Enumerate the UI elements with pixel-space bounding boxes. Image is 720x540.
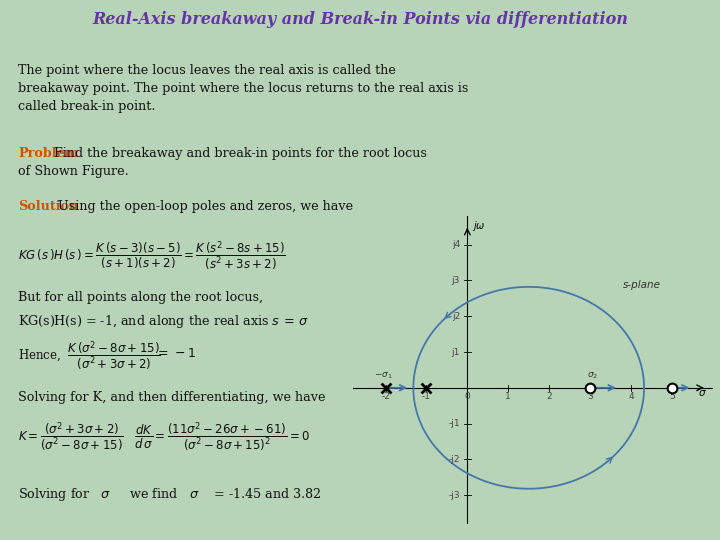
Text: j1: j1 [451,348,460,356]
Text: j2: j2 [451,312,460,321]
Text: Hence,  $\dfrac{K\,(\sigma^2-8\sigma+15)}{(\sigma^2+3\sigma+2)}$: Hence, $\dfrac{K\,(\sigma^2-8\sigma+15)}… [18,340,161,373]
Text: j4: j4 [451,240,460,249]
Text: Solving for K, and then differentiating, we have: Solving for K, and then differentiating,… [18,391,325,404]
Text: -j1: -j1 [449,419,460,428]
Text: KG(s)H(s) = -1, and along the real axis $s\,=\,\sigma$: KG(s)H(s) = -1, and along the real axis … [18,313,309,330]
Text: The point where the locus leaves the real axis is called the
breakaway point. Th: The point where the locus leaves the rea… [18,64,469,112]
Text: Find the breakaway and break-in points for the root locus
of Shown Figure.: Find the breakaway and break-in points f… [18,146,427,178]
Text: Solution: Solution [18,200,78,213]
Text: -1: -1 [422,392,431,401]
Text: $KG\,(s\,)H\,(s\,) = \dfrac{K\,(s-3)(s-5)}{(s+1)(s+2)} = \dfrac{K\,(s^2-8s+15)}{: $KG\,(s\,)H\,(s\,) = \dfrac{K\,(s-3)(s-5… [18,239,286,273]
Text: 5: 5 [669,392,675,401]
Text: Using the open-loop poles and zeros, we have: Using the open-loop poles and zeros, we … [18,200,353,213]
Text: $=\,-1$: $=\,-1$ [155,347,197,360]
Text: $j\omega$: $j\omega$ [472,219,486,233]
Text: 0: 0 [464,392,470,401]
Text: $\sigma_2$: $\sigma_2$ [587,370,598,381]
Text: Solving for   $\sigma$     we find   $\sigma$    = -1.45 and 3.82: Solving for $\sigma$ we find $\sigma$ = … [18,486,322,503]
Text: -j2: -j2 [449,455,460,464]
Text: j3: j3 [451,276,460,285]
Text: $K = \dfrac{(\sigma^2+3\sigma+2)}{(\sigma^2-8\sigma+15)}$   $\dfrac{dK}{d\,\sigm: $K = \dfrac{(\sigma^2+3\sigma+2)}{(\sigm… [18,420,310,454]
Text: 4: 4 [628,392,634,401]
Text: Real-Axis breakaway and Break-in Points via differentiation: Real-Axis breakaway and Break-in Points … [92,11,628,28]
Text: -2: -2 [381,392,390,401]
Text: 1: 1 [505,392,511,401]
Text: 2: 2 [546,392,552,401]
Text: s-plane: s-plane [623,280,661,289]
Text: -j3: -j3 [449,491,460,500]
Text: But for all points along the root locus,: But for all points along the root locus, [18,291,263,304]
Text: $\sigma$: $\sigma$ [698,388,707,397]
Text: $-\sigma_1$: $-\sigma_1$ [374,370,393,381]
Text: Problem: Problem [18,146,78,160]
Text: 3: 3 [588,392,593,401]
